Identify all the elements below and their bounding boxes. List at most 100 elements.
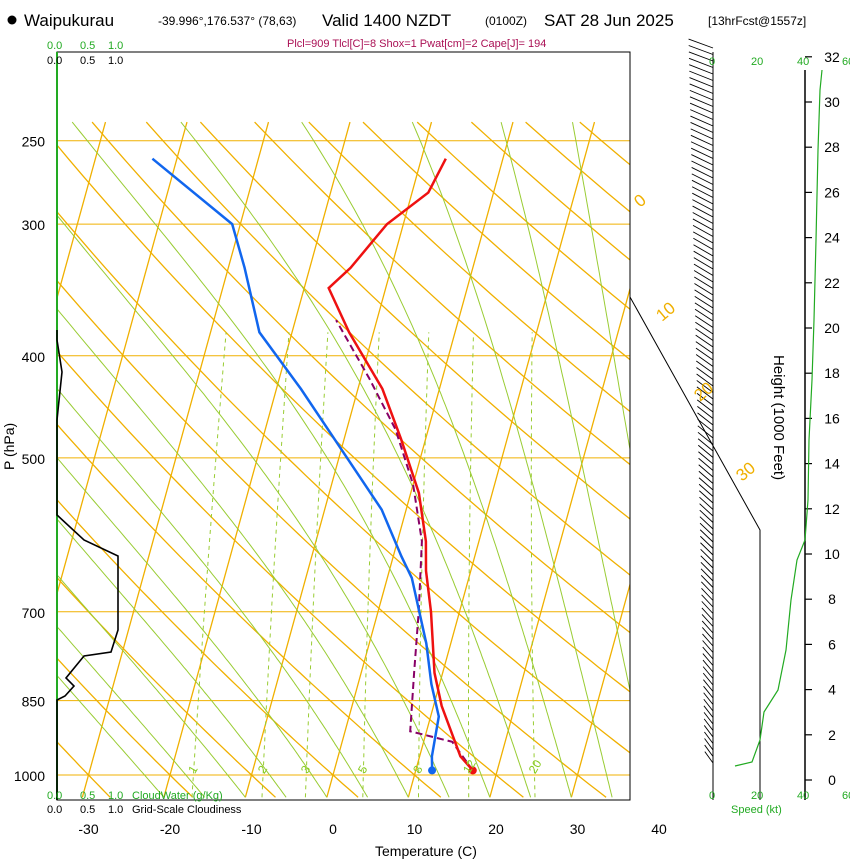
temperature-ticks: -30 -20 -10 0 10 20 30 40 [78, 821, 667, 837]
dry-adiabat-line [57, 210, 630, 754]
moist-adiabat-line [57, 625, 205, 798]
wind-barb [693, 270, 714, 283]
mixing-ratio-label: 2 [255, 763, 271, 776]
dry-adiabat-line [525, 121, 630, 213]
mixing-ratio-label: 1 [185, 763, 201, 776]
wind-barb [701, 614, 714, 627]
wind-barb [691, 160, 714, 172]
height-tick-label: 2 [828, 727, 836, 743]
height-tick-label: 8 [828, 591, 836, 607]
cloudiness-scale-bottom-05: 0.5 [80, 804, 95, 816]
mixing-ratio-line [261, 332, 290, 798]
mixing-ratio-line [304, 332, 329, 798]
cloud-scale-top-0: 0.0 [47, 40, 62, 52]
isotherm-line [244, 121, 433, 798]
wind-barb [693, 237, 714, 250]
valid-time: Valid 1400 NZDT [322, 11, 451, 30]
cloud-scale-bottom-1: 1.0 [108, 790, 123, 802]
temperature-tick-label: -30 [78, 821, 98, 837]
dry-adiabat-line [57, 279, 607, 798]
wind-barb [694, 302, 714, 315]
parcel-info: Plcl=909 Tlcl[C]=8 Shox=1 Pwat[cm]=2 Cap… [287, 38, 546, 50]
wind-barb [701, 627, 714, 640]
wind-barb [701, 594, 714, 608]
temperature-tick-label: 20 [488, 821, 504, 837]
wind-barb [696, 373, 714, 387]
wind-barb [688, 45, 714, 55]
wind-barb [690, 115, 714, 127]
dry-adiabat-line [308, 121, 630, 413]
wind-barb [699, 529, 714, 543]
wind-barb [690, 141, 714, 153]
cloudwater-label: CloudWater (g/Kg) [132, 790, 223, 802]
wind-barb [691, 186, 714, 198]
height-tick-label: 18 [824, 365, 840, 381]
height-tick-label: 26 [824, 184, 840, 200]
pressure-ticks: 250 300 400 500 700 850 1000 [14, 134, 45, 784]
forecast-hour: [13hrFcst@1557z] [708, 14, 806, 28]
wind-barb [696, 360, 714, 374]
wind-barb [695, 321, 714, 335]
isotherm-line [57, 121, 107, 301]
isotherm-line [326, 121, 514, 798]
wind-barb [701, 601, 714, 614]
wind-barb [704, 744, 714, 757]
speed-scale-top-0: 0 [709, 56, 715, 68]
dry-adiabat-line [57, 423, 442, 798]
wind-barb [700, 535, 714, 549]
height-tick-label: 24 [824, 230, 840, 246]
wind-barb [690, 134, 714, 146]
moist-adiabat-line [57, 457, 328, 798]
wind-barb [700, 574, 714, 588]
isotherm-line [163, 121, 351, 798]
height-tick-label: 10 [824, 546, 840, 562]
wind-barb [693, 257, 714, 270]
speed-scale-bottom-0: 0 [709, 790, 715, 802]
wind-barb [695, 334, 714, 348]
wind-barb [696, 399, 714, 413]
wind-barb [699, 516, 714, 530]
wind-barb [697, 406, 714, 419]
wind-barb [704, 731, 714, 744]
wind-barb [688, 51, 714, 62]
dry-adiabat-line [57, 657, 194, 798]
dry-adiabat-label: 30 [732, 458, 759, 485]
wind-barb [698, 451, 714, 465]
mixing-ratio-line [418, 332, 430, 798]
dry-adiabat-line [254, 121, 630, 466]
wind-barb [702, 653, 714, 666]
cloudiness-profile [56, 330, 119, 800]
wind-barb [701, 620, 714, 634]
dry-adiabat-label: 0 [630, 190, 649, 211]
wind-barb [696, 367, 714, 380]
wind-barb [697, 418, 714, 432]
wind-barb [699, 496, 714, 510]
height-tick-label: 32 [824, 49, 840, 65]
wind-barb [702, 666, 714, 679]
wind-barb [694, 283, 714, 296]
temperature-tick-label: 0 [329, 821, 337, 837]
pressure-tick-label: 400 [22, 349, 46, 365]
wind-barb [699, 490, 714, 504]
wind-barb [697, 438, 714, 452]
dry-adiabat-line [634, 122, 850, 797]
wind-speed-profile [734, 69, 823, 767]
isotherm-line [81, 121, 270, 798]
cloudiness-scale-top-0: 0.0 [47, 55, 62, 67]
mixing-ratio-label: 12 [460, 757, 479, 776]
cloud-scale-top-1: 1.0 [108, 40, 123, 52]
wind-barb [698, 457, 714, 471]
height-tick-label: 0 [828, 772, 836, 788]
moist-adiabat-line [71, 121, 491, 798]
dry-adiabat-line [91, 121, 630, 634]
isotherm-line [489, 286, 630, 798]
wind-barb [700, 568, 714, 582]
wind-barb [689, 64, 714, 75]
height-tick-label: 6 [828, 636, 836, 652]
wind-barb [695, 341, 714, 354]
wind-barb [692, 205, 714, 218]
wind-barb [703, 679, 714, 692]
speed-scale-bottom-20: 20 [751, 790, 763, 802]
station-coords: -39.996°,176.537° (78,63) [158, 14, 296, 28]
